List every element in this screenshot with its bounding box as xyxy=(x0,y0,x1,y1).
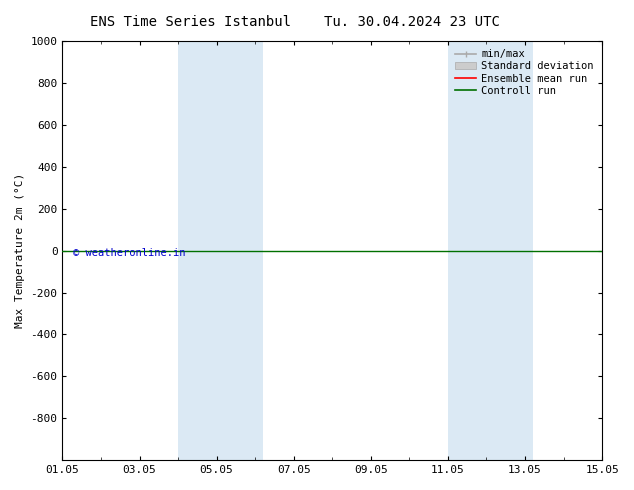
Y-axis label: Max Temperature 2m (°C): Max Temperature 2m (°C) xyxy=(15,173,25,328)
Text: ENS Time Series Istanbul: ENS Time Series Istanbul xyxy=(89,15,291,29)
Bar xyxy=(448,41,479,460)
Bar xyxy=(178,41,209,460)
Bar xyxy=(209,41,263,460)
Text: © weatheronline.in: © weatheronline.in xyxy=(73,248,186,259)
Text: Tu. 30.04.2024 23 UTC: Tu. 30.04.2024 23 UTC xyxy=(324,15,500,29)
Bar xyxy=(479,41,533,460)
Legend: min/max, Standard deviation, Ensemble mean run, Controll run: min/max, Standard deviation, Ensemble me… xyxy=(452,46,597,99)
